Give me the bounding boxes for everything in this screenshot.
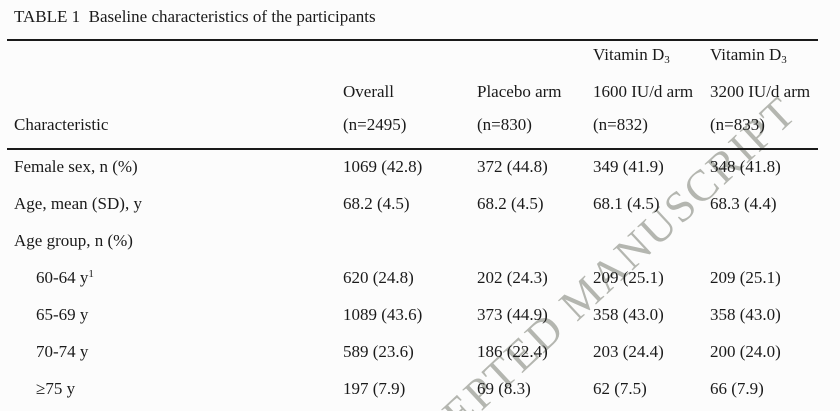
footnote-marker-1: 1 [88, 268, 94, 280]
cell-value: 348 (41.8) [710, 157, 781, 176]
cell-value: 202 (24.3) [477, 268, 548, 287]
cell-value: 62 (7.5) [593, 379, 647, 398]
cell-value: 1089 (43.6) [343, 305, 423, 324]
cell-value: 620 (24.8) [343, 268, 414, 287]
row-label-75-plus: ≥75 y [36, 379, 76, 398]
cell-value: 358 (43.0) [710, 305, 781, 324]
row-label-age-mean: Age, mean (SD), y [14, 194, 142, 213]
cell-value: 186 (22.4) [477, 342, 548, 361]
row-label-60-64: 60-64 y1 [36, 269, 94, 287]
col-header-1600-arm: 1600 IU/d arm [593, 82, 694, 101]
cell-value: 68.1 (4.5) [593, 194, 660, 213]
cell-value: 358 (43.0) [593, 305, 664, 324]
cell-value: 197 (7.9) [343, 379, 406, 398]
table-header-rule [7, 148, 818, 150]
col-header-vitamin-d-3200-line1: Vitamin D3 [710, 45, 787, 66]
cell-value: 349 (41.9) [593, 157, 664, 176]
row-label-70-74: 70-74 y [36, 342, 89, 361]
cell-value: 209 (25.1) [593, 268, 664, 287]
col-header-text: Vitamin D [593, 45, 665, 64]
table-top-rule [7, 39, 818, 41]
cell-value: 203 (24.4) [593, 342, 664, 361]
subscript-3: 3 [781, 54, 787, 66]
cell-value: 68.2 (4.5) [477, 194, 544, 213]
cell-value: 69 (8.3) [477, 379, 531, 398]
row-label-65-69: 65-69 y [36, 305, 89, 324]
col-header-3200-n: (n=833) [710, 115, 765, 134]
cell-value: 373 (44.9) [477, 305, 548, 324]
col-header-placebo-n: (n=830) [477, 115, 532, 134]
col-header-text: Vitamin D [710, 45, 782, 64]
cell-value: 209 (25.1) [710, 268, 781, 287]
accepted-manuscript-watermark: ACCEPTED MANUSCRIPT [362, 86, 806, 411]
cell-value: 200 (24.0) [710, 342, 781, 361]
row-label-age-group: Age group, n (%) [14, 231, 133, 250]
col-header-3200-arm: 3200 IU/d arm [710, 82, 811, 101]
col-header-vitamin-d-1600-line1: Vitamin D3 [593, 45, 670, 66]
cell-value: 1069 (42.8) [343, 157, 423, 176]
cell-value: 68.2 (4.5) [343, 194, 410, 213]
table-caption: TABLE 1 Baseline characteristics of the … [14, 7, 376, 26]
row-label-text: 60-64 y [36, 268, 89, 287]
row-label-female-sex: Female sex, n (%) [14, 157, 138, 176]
cell-value: 66 (7.9) [710, 379, 764, 398]
subscript-3: 3 [664, 54, 670, 66]
col-header-characteristic: Characteristic [14, 115, 109, 134]
cell-value: 589 (23.6) [343, 342, 414, 361]
cell-value: 68.3 (4.4) [710, 194, 777, 213]
col-header-placebo: Placebo arm [477, 82, 562, 101]
col-header-overall-n: (n=2495) [343, 115, 407, 134]
col-header-1600-n: (n=832) [593, 115, 648, 134]
cell-value: 372 (44.8) [477, 157, 548, 176]
col-header-overall: Overall [343, 82, 394, 101]
